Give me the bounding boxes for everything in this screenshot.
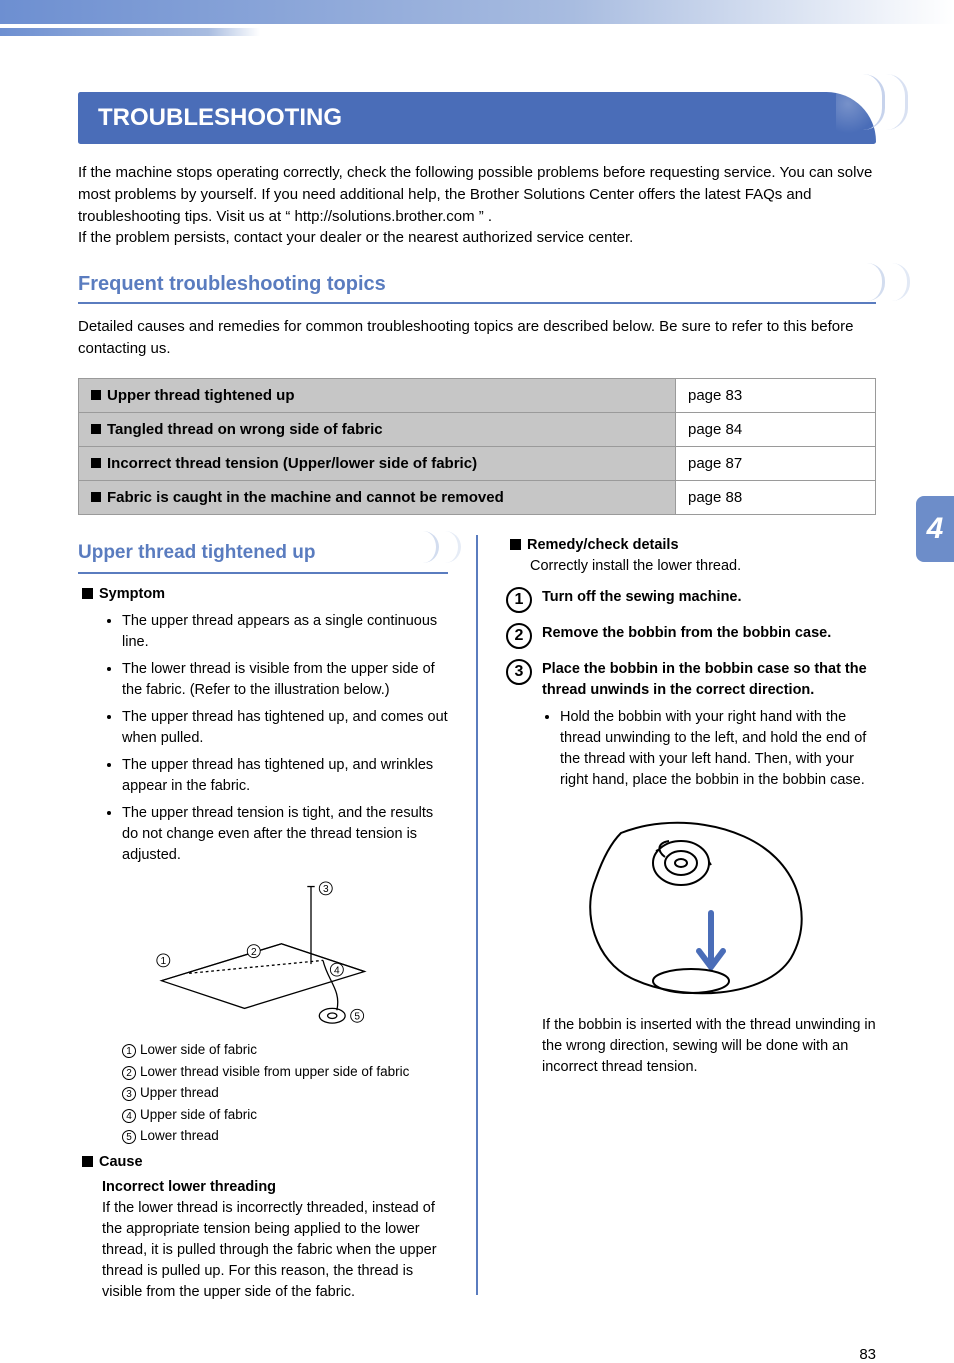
- step-text: Remove the bobbin from the bobbin case.: [542, 623, 876, 644]
- topic-page: page 87: [676, 446, 876, 480]
- sub-heading: Upper thread tightened up: [78, 535, 448, 575]
- topic-page: page 88: [676, 480, 876, 514]
- cause-title: Incorrect lower threading: [102, 1177, 448, 1198]
- list-item: The upper thread tension is tight, and t…: [122, 803, 448, 866]
- right-column: Remedy/check details Correctly install t…: [506, 535, 876, 1304]
- diagram-legend: 1Lower side of fabric 2Lower thread visi…: [122, 1040, 448, 1146]
- page-number: 83: [859, 1346, 876, 1363]
- column-divider: [476, 535, 478, 1295]
- section-heading: Frequent troubleshooting topics: [78, 273, 876, 304]
- table-row: Tangled thread on wrong side of fabric p…: [79, 412, 876, 446]
- step-text: Place the bobbin in the bobbin case so t…: [542, 661, 867, 698]
- list-item: The upper thread has tightened up, and w…: [122, 755, 448, 797]
- list-item: The upper thread appears as a single con…: [122, 611, 448, 653]
- topic-label: Fabric is caught in the machine and cann…: [107, 489, 504, 506]
- intro-text: If the machine stops operating correctly…: [78, 162, 876, 249]
- legend-label: Lower thread: [140, 1128, 219, 1143]
- symptom-list: The upper thread appears as a single con…: [122, 611, 448, 866]
- closing-text: If the bobbin is inserted with the threa…: [542, 1015, 876, 1078]
- left-column: Upper thread tightened up Symptom The up…: [78, 535, 448, 1304]
- topic-label: Incorrect thread tension (Upper/lower si…: [107, 455, 477, 472]
- step-text: Turn off the sewing machine.: [542, 587, 876, 608]
- step-item: 1 Turn off the sewing machine.: [506, 587, 876, 613]
- sub-head-decor-icon: [420, 531, 454, 567]
- step-number-icon: 2: [506, 623, 532, 649]
- svg-text:5: 5: [354, 1012, 360, 1023]
- legend-label: Upper thread: [140, 1085, 219, 1100]
- table-row: Fabric is caught in the machine and cann…: [79, 480, 876, 514]
- cause-heading: Cause: [82, 1152, 448, 1173]
- section-decor-icon: [862, 263, 902, 305]
- step-note: Hold the bobbin with your right hand wit…: [560, 707, 876, 791]
- page-title: TROUBLESHOOTING: [98, 104, 342, 131]
- symptom-heading: Symptom: [82, 584, 448, 605]
- list-item: The lower thread is visible from the upp…: [122, 659, 448, 701]
- bobbin-diagram-svg: [561, 803, 821, 1003]
- svg-text:2: 2: [251, 947, 257, 958]
- list-item: The upper thread has tightened up, and c…: [122, 707, 448, 749]
- svg-text:3: 3: [323, 884, 329, 895]
- step-item: 3 Place the bobbin in the bobbin case so…: [506, 659, 876, 791]
- bobbin-diagram: [506, 803, 876, 1003]
- step-item: 2 Remove the bobbin from the bobbin case…: [506, 623, 876, 649]
- legend-label: Lower side of fabric: [140, 1042, 257, 1057]
- legend-label: Upper side of fabric: [140, 1107, 257, 1122]
- cause-text: If the lower thread is incorrectly threa…: [102, 1198, 448, 1303]
- topics-table: Upper thread tightened up page 83 Tangle…: [78, 378, 876, 515]
- fabric-diagram: 1 2 3 4 5: [78, 878, 448, 1028]
- step-number-icon: 1: [506, 587, 532, 613]
- topic-label: Tangled thread on wrong side of fabric: [107, 421, 383, 438]
- section-desc: Detailed causes and remedies for common …: [78, 316, 876, 360]
- page-title-bar: TROUBLESHOOTING: [78, 92, 876, 144]
- remedy-text: Correctly install the lower thread.: [530, 556, 876, 577]
- topic-label: Upper thread tightened up: [107, 387, 295, 404]
- svg-text:1: 1: [160, 956, 166, 967]
- fabric-diagram-svg: 1 2 3 4 5: [143, 878, 383, 1028]
- svg-text:4: 4: [334, 966, 340, 977]
- topic-page: page 84: [676, 412, 876, 446]
- header-bars: [0, 0, 954, 68]
- table-row: Upper thread tightened up page 83: [79, 378, 876, 412]
- title-decor-icon: [854, 74, 898, 144]
- legend-label: Lower thread visible from upper side of …: [140, 1064, 409, 1079]
- table-row: Incorrect thread tension (Upper/lower si…: [79, 446, 876, 480]
- topic-page: page 83: [676, 378, 876, 412]
- step-number-icon: 3: [506, 659, 532, 685]
- remedy-heading: Remedy/check details: [510, 535, 876, 556]
